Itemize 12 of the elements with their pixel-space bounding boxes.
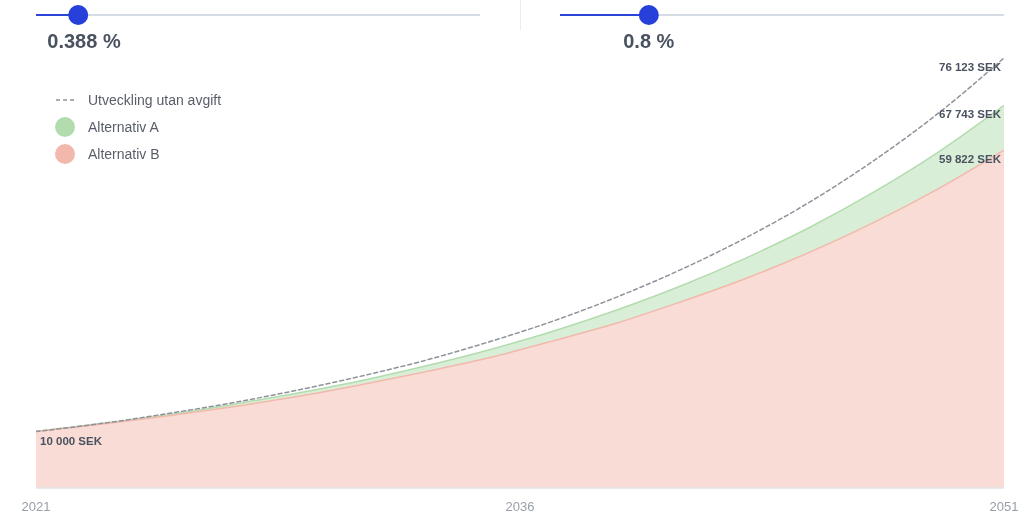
x-tick-label: 2036 — [505, 499, 535, 515]
text: 0.8 % — [622, 29, 676, 53]
data-label: 10 000 SEK — [40, 434, 103, 447]
x-tick-label: 2021 — [21, 499, 51, 515]
x-tick-label: 2051 — [989, 499, 1019, 515]
legend-label: Alternativ A — [88, 118, 159, 135]
data-label: 59 822 SEK — [938, 153, 1002, 166]
data-label: 76 123 SEK — [938, 61, 1002, 73]
legend-label: Utveckling utan avgift — [88, 91, 222, 108]
data-label: 67 743 SEK — [938, 108, 1002, 121]
legend-label: Alternativ B — [88, 145, 160, 162]
text: 0.388 % — [46, 29, 122, 53]
